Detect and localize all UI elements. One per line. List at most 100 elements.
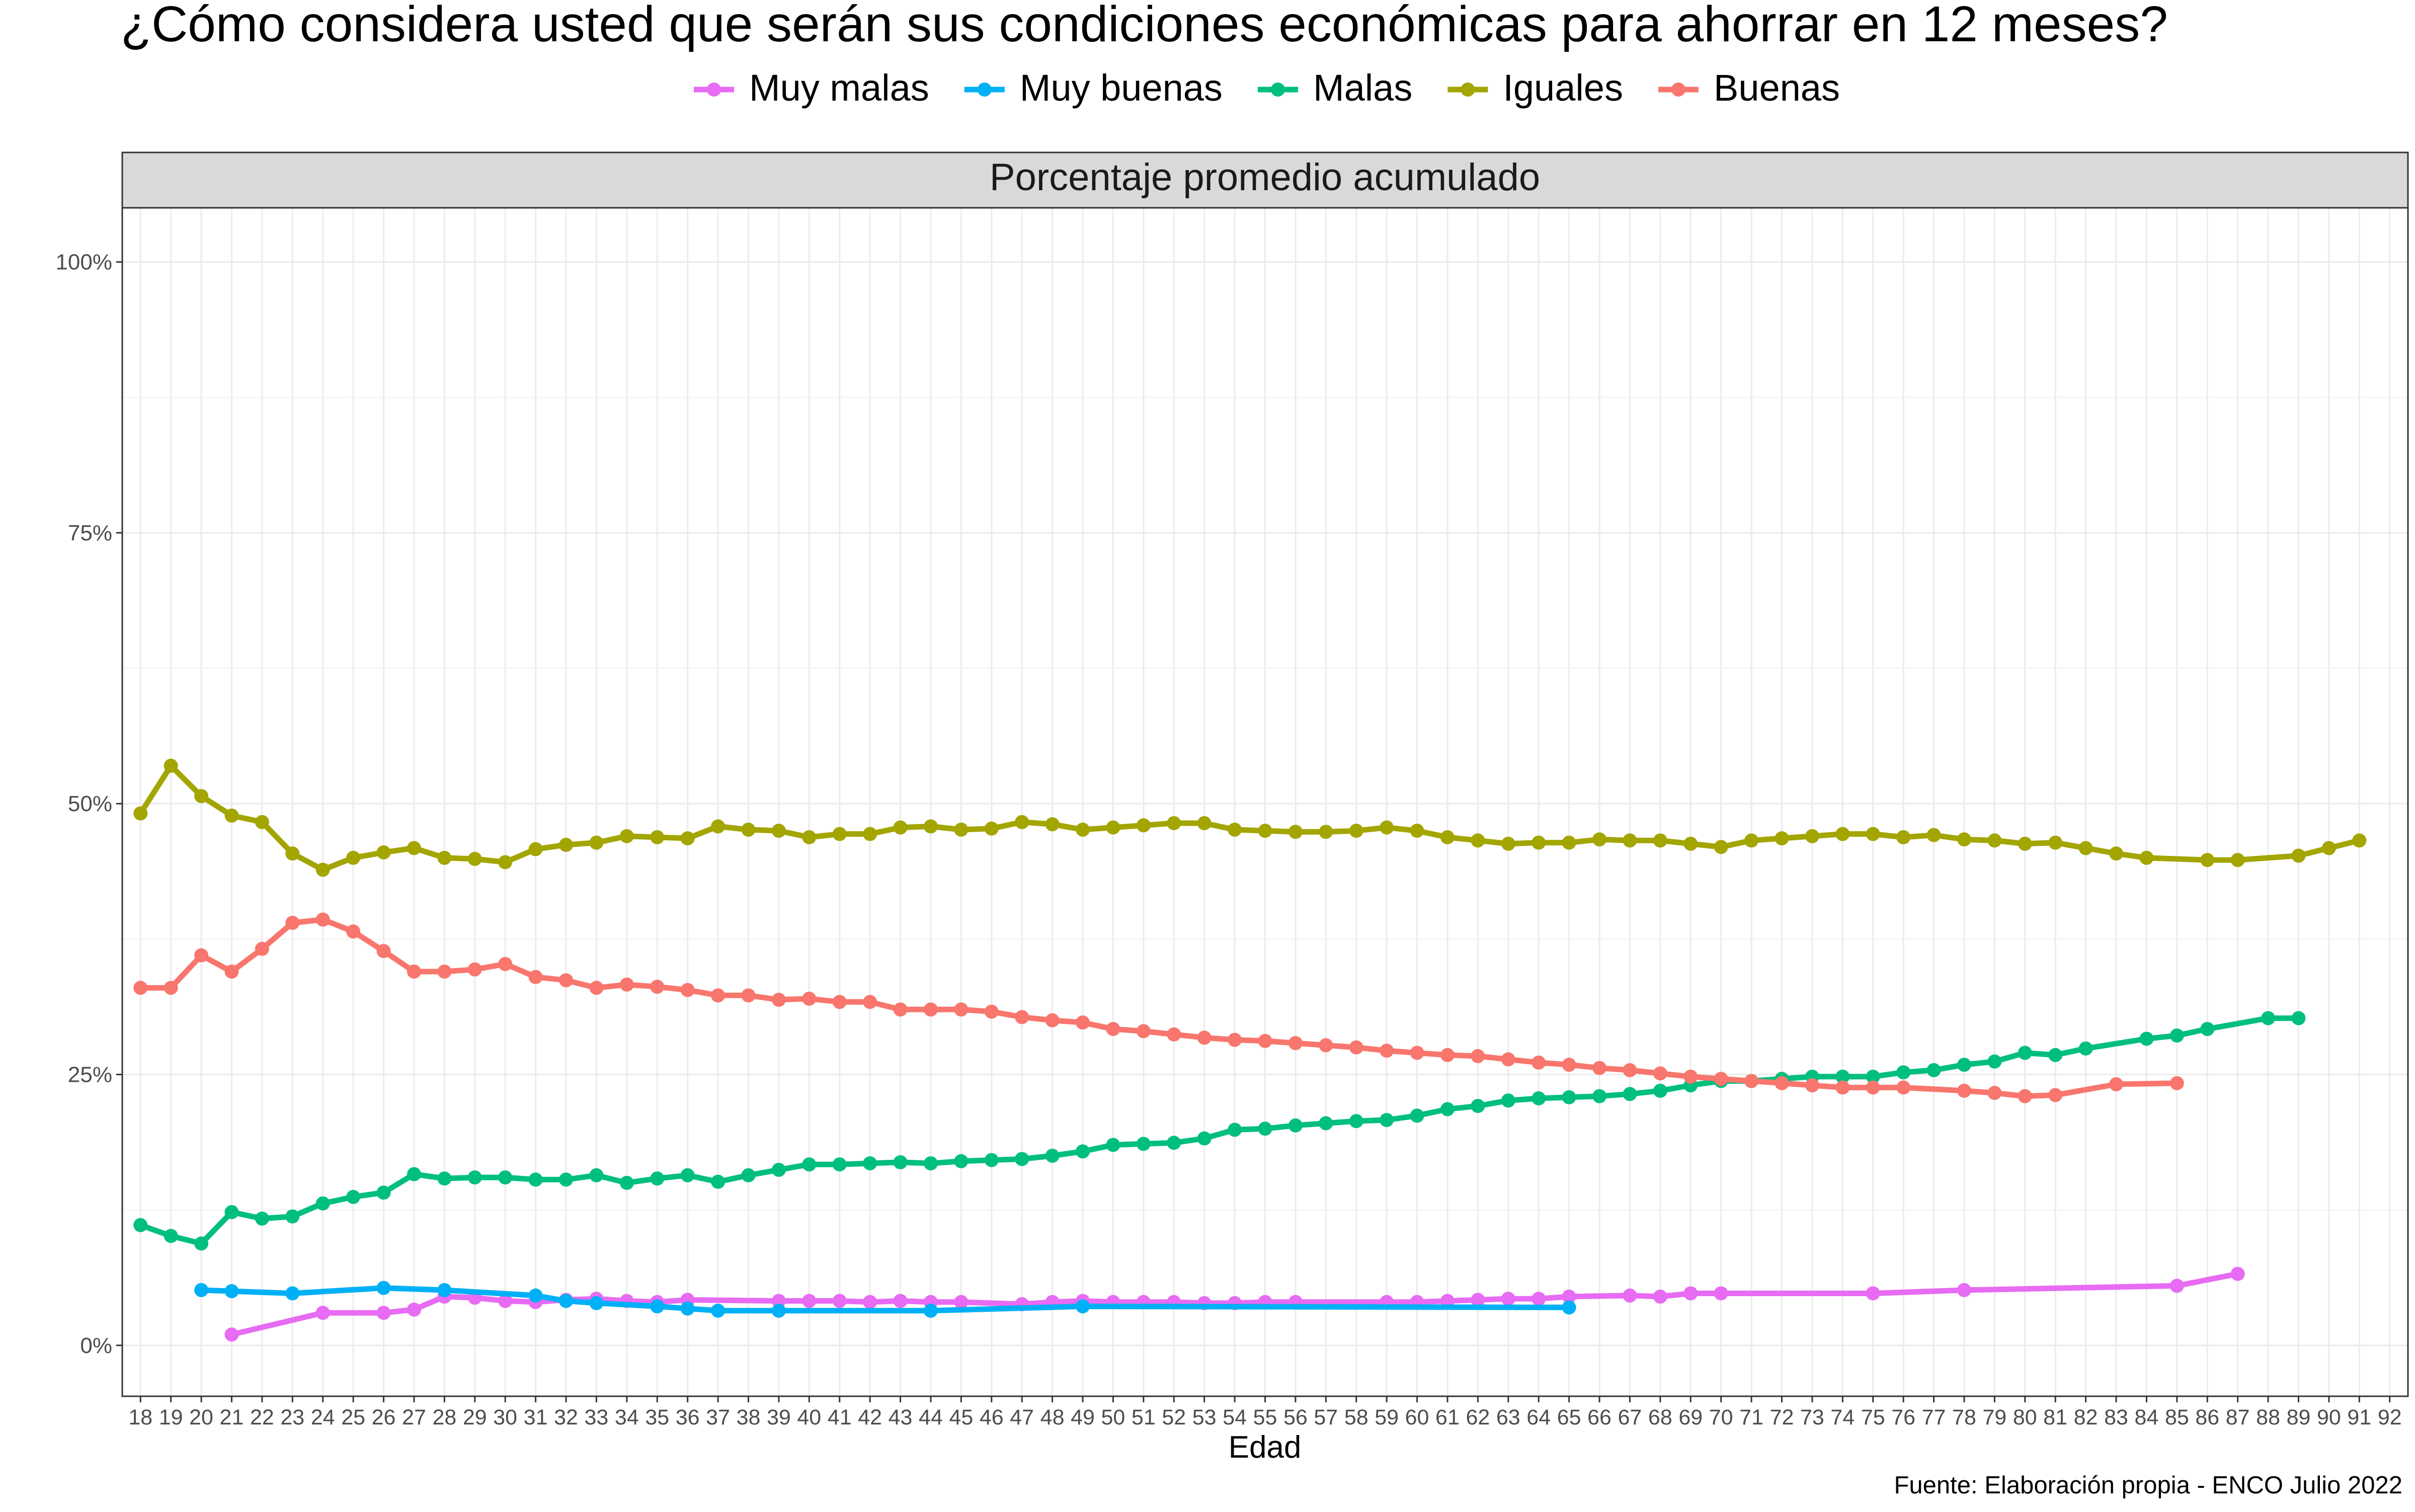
data-point-iguales [1592, 832, 1607, 847]
legend-label: Buenas [1714, 67, 1840, 109]
data-point-iguales [1775, 831, 1789, 846]
x-tick-label: 33 [585, 1405, 609, 1429]
series-iguales [133, 758, 2367, 877]
data-point-buenas [1349, 1040, 1363, 1055]
data-point-buenas [1440, 1048, 1455, 1062]
y-tick-label: 50% [68, 791, 112, 816]
data-point-muy-malas [1501, 1292, 1515, 1306]
x-tick-label: 28 [432, 1405, 456, 1429]
data-point-muy-buenas [194, 1283, 209, 1297]
data-point-buenas [832, 995, 847, 1009]
series-malas [133, 1011, 2306, 1251]
data-point-muy-malas [832, 1294, 847, 1308]
data-point-muy-malas [1471, 1293, 1485, 1307]
data-point-iguales [1440, 830, 1455, 844]
data-point-buenas [1228, 1032, 1242, 1047]
x-tick-label: 57 [1314, 1405, 1338, 1429]
series-group [133, 758, 2367, 1342]
data-point-iguales [1683, 836, 1698, 851]
data-point-iguales [711, 819, 726, 834]
data-point-buenas [1775, 1076, 1789, 1090]
data-point-malas [1258, 1122, 1272, 1136]
data-point-muy-buenas [376, 1281, 391, 1295]
x-tick-label: 67 [1618, 1405, 1642, 1429]
data-point-buenas [1592, 1061, 1607, 1075]
x-tick-label: 80 [2013, 1405, 2037, 1429]
data-point-iguales [1714, 840, 1728, 854]
series-buenas [133, 912, 2184, 1103]
legend-key-point [1671, 83, 1685, 97]
x-axis: 18 19 20 21 22 23 24 25 26 27 28 29 30 31 32 33 34 35 36 37… [128, 1396, 2402, 1429]
x-tick-label: 39 [767, 1405, 791, 1429]
data-point-malas [893, 1155, 908, 1169]
data-point-buenas [1501, 1052, 1515, 1067]
data-point-buenas [255, 941, 269, 956]
data-point-buenas [1957, 1083, 1971, 1098]
y-tick-label: 0% [80, 1333, 112, 1358]
x-tick-label: 48 [1040, 1405, 1065, 1429]
y-axis: 0% 25% 50% 75% 100% [55, 250, 122, 1358]
x-tick-label: 20 [189, 1405, 213, 1429]
data-point-buenas [1835, 1080, 1850, 1095]
data-point-malas [346, 1189, 361, 1204]
data-point-buenas [164, 981, 178, 995]
gridlines [122, 208, 2408, 1396]
data-point-muy-malas [2230, 1266, 2245, 1281]
panel-strip [121, 151, 2409, 209]
x-tick-label: 53 [1192, 1405, 1217, 1429]
data-point-muy-malas [407, 1302, 421, 1317]
data-point-malas [650, 1171, 665, 1186]
data-point-buenas [923, 1002, 938, 1017]
data-point-buenas [1258, 1033, 1272, 1048]
data-point-buenas [2109, 1077, 2124, 1091]
data-point-muy-buenas [1076, 1299, 1090, 1314]
x-tick-label: 45 [949, 1405, 973, 1429]
x-tick-label: 81 [2043, 1405, 2067, 1429]
data-point-iguales [467, 852, 482, 866]
x-tick-label: 79 [1982, 1405, 2006, 1429]
data-point-iguales [1288, 825, 1303, 839]
data-point-iguales [1896, 830, 1911, 844]
data-point-malas [1440, 1102, 1455, 1117]
data-point-malas [1288, 1118, 1303, 1133]
data-point-buenas [498, 957, 513, 971]
data-point-muy-buenas [923, 1303, 938, 1318]
data-point-iguales [2139, 850, 2154, 865]
data-point-iguales [1258, 824, 1272, 838]
data-point-muy-buenas [528, 1288, 543, 1303]
data-point-malas [589, 1168, 604, 1182]
data-point-iguales [680, 831, 695, 846]
data-point-malas [1106, 1138, 1120, 1152]
data-point-malas [376, 1185, 391, 1200]
x-tick-label: 22 [250, 1405, 274, 1429]
data-point-iguales [1653, 833, 1667, 848]
data-point-iguales [2321, 841, 2336, 855]
data-point-malas [1562, 1090, 1576, 1104]
x-tick-label: 86 [2195, 1405, 2219, 1429]
data-point-buenas [893, 1002, 908, 1017]
x-tick-label: 84 [2135, 1405, 2159, 1429]
data-point-malas [1866, 1069, 1880, 1084]
data-point-iguales [407, 841, 421, 855]
data-point-malas [224, 1205, 239, 1219]
data-point-muy-malas [2169, 1279, 2184, 1293]
data-point-iguales [2078, 841, 2093, 855]
data-point-malas [133, 1218, 148, 1232]
x-tick-label: 51 [1132, 1405, 1156, 1429]
y-tick-label: 25% [68, 1063, 112, 1087]
x-tick-label: 23 [280, 1405, 304, 1429]
data-point-malas [954, 1154, 969, 1168]
data-point-iguales [741, 822, 756, 837]
x-tick-label: 65 [1557, 1405, 1581, 1429]
x-tick-label: 24 [311, 1405, 335, 1429]
data-point-iguales [376, 845, 391, 860]
data-point-malas [194, 1236, 209, 1251]
x-tick-label: 82 [2074, 1405, 2098, 1429]
x-tick-label: 64 [1526, 1405, 1551, 1429]
data-point-malas [1835, 1069, 1850, 1084]
data-point-iguales [133, 806, 148, 821]
data-point-buenas [376, 944, 391, 959]
data-point-iguales [1532, 835, 1546, 850]
x-tick-label: 30 [493, 1405, 517, 1429]
data-point-iguales [1228, 822, 1242, 837]
